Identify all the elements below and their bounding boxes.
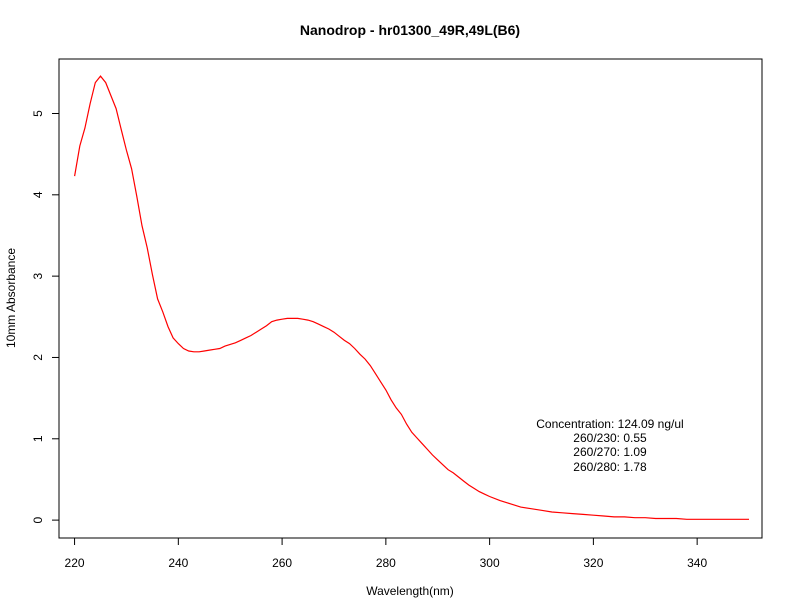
x-axis-label: Wavelength(nm) xyxy=(366,584,454,598)
x-tick-label: 280 xyxy=(376,556,396,570)
y-tick-label: 4 xyxy=(31,191,45,198)
concentration-text: Concentration: 124.09 ng/ul xyxy=(536,417,683,431)
chart-title: Nanodrop - hr01300_49R,49L(B6) xyxy=(300,22,520,38)
y-tick-label: 3 xyxy=(31,272,45,279)
plot-frame xyxy=(58,58,763,539)
absorbance-series-line xyxy=(74,75,749,520)
x-tick-label: 220 xyxy=(65,556,85,570)
stats-annotation: Concentration: 124.09 ng/ul 260/230: 0.5… xyxy=(536,417,683,474)
ratio-260-230-text: 260/230: 0.55 xyxy=(573,431,647,445)
y-axis-label: 10mm Absorbance xyxy=(4,248,18,348)
y-tick-label: 5 xyxy=(31,110,45,117)
x-tick-label: 240 xyxy=(168,556,188,570)
x-tick-label: 320 xyxy=(583,556,603,570)
x-tick-label: 340 xyxy=(687,556,707,570)
y-axis: 0 1 2 3 4 5 xyxy=(31,110,59,523)
y-tick-label: 0 xyxy=(31,516,45,523)
ratio-260-280-text: 260/280: 1.78 xyxy=(573,460,647,474)
y-tick-label: 2 xyxy=(31,354,45,361)
ratio-260-270-text: 260/270: 1.09 xyxy=(573,445,647,459)
x-axis: 220 240 260 280 300 320 340 xyxy=(65,538,707,570)
x-tick-label: 300 xyxy=(480,556,500,570)
y-tick-label: 1 xyxy=(31,435,45,442)
x-tick-label: 260 xyxy=(272,556,292,570)
